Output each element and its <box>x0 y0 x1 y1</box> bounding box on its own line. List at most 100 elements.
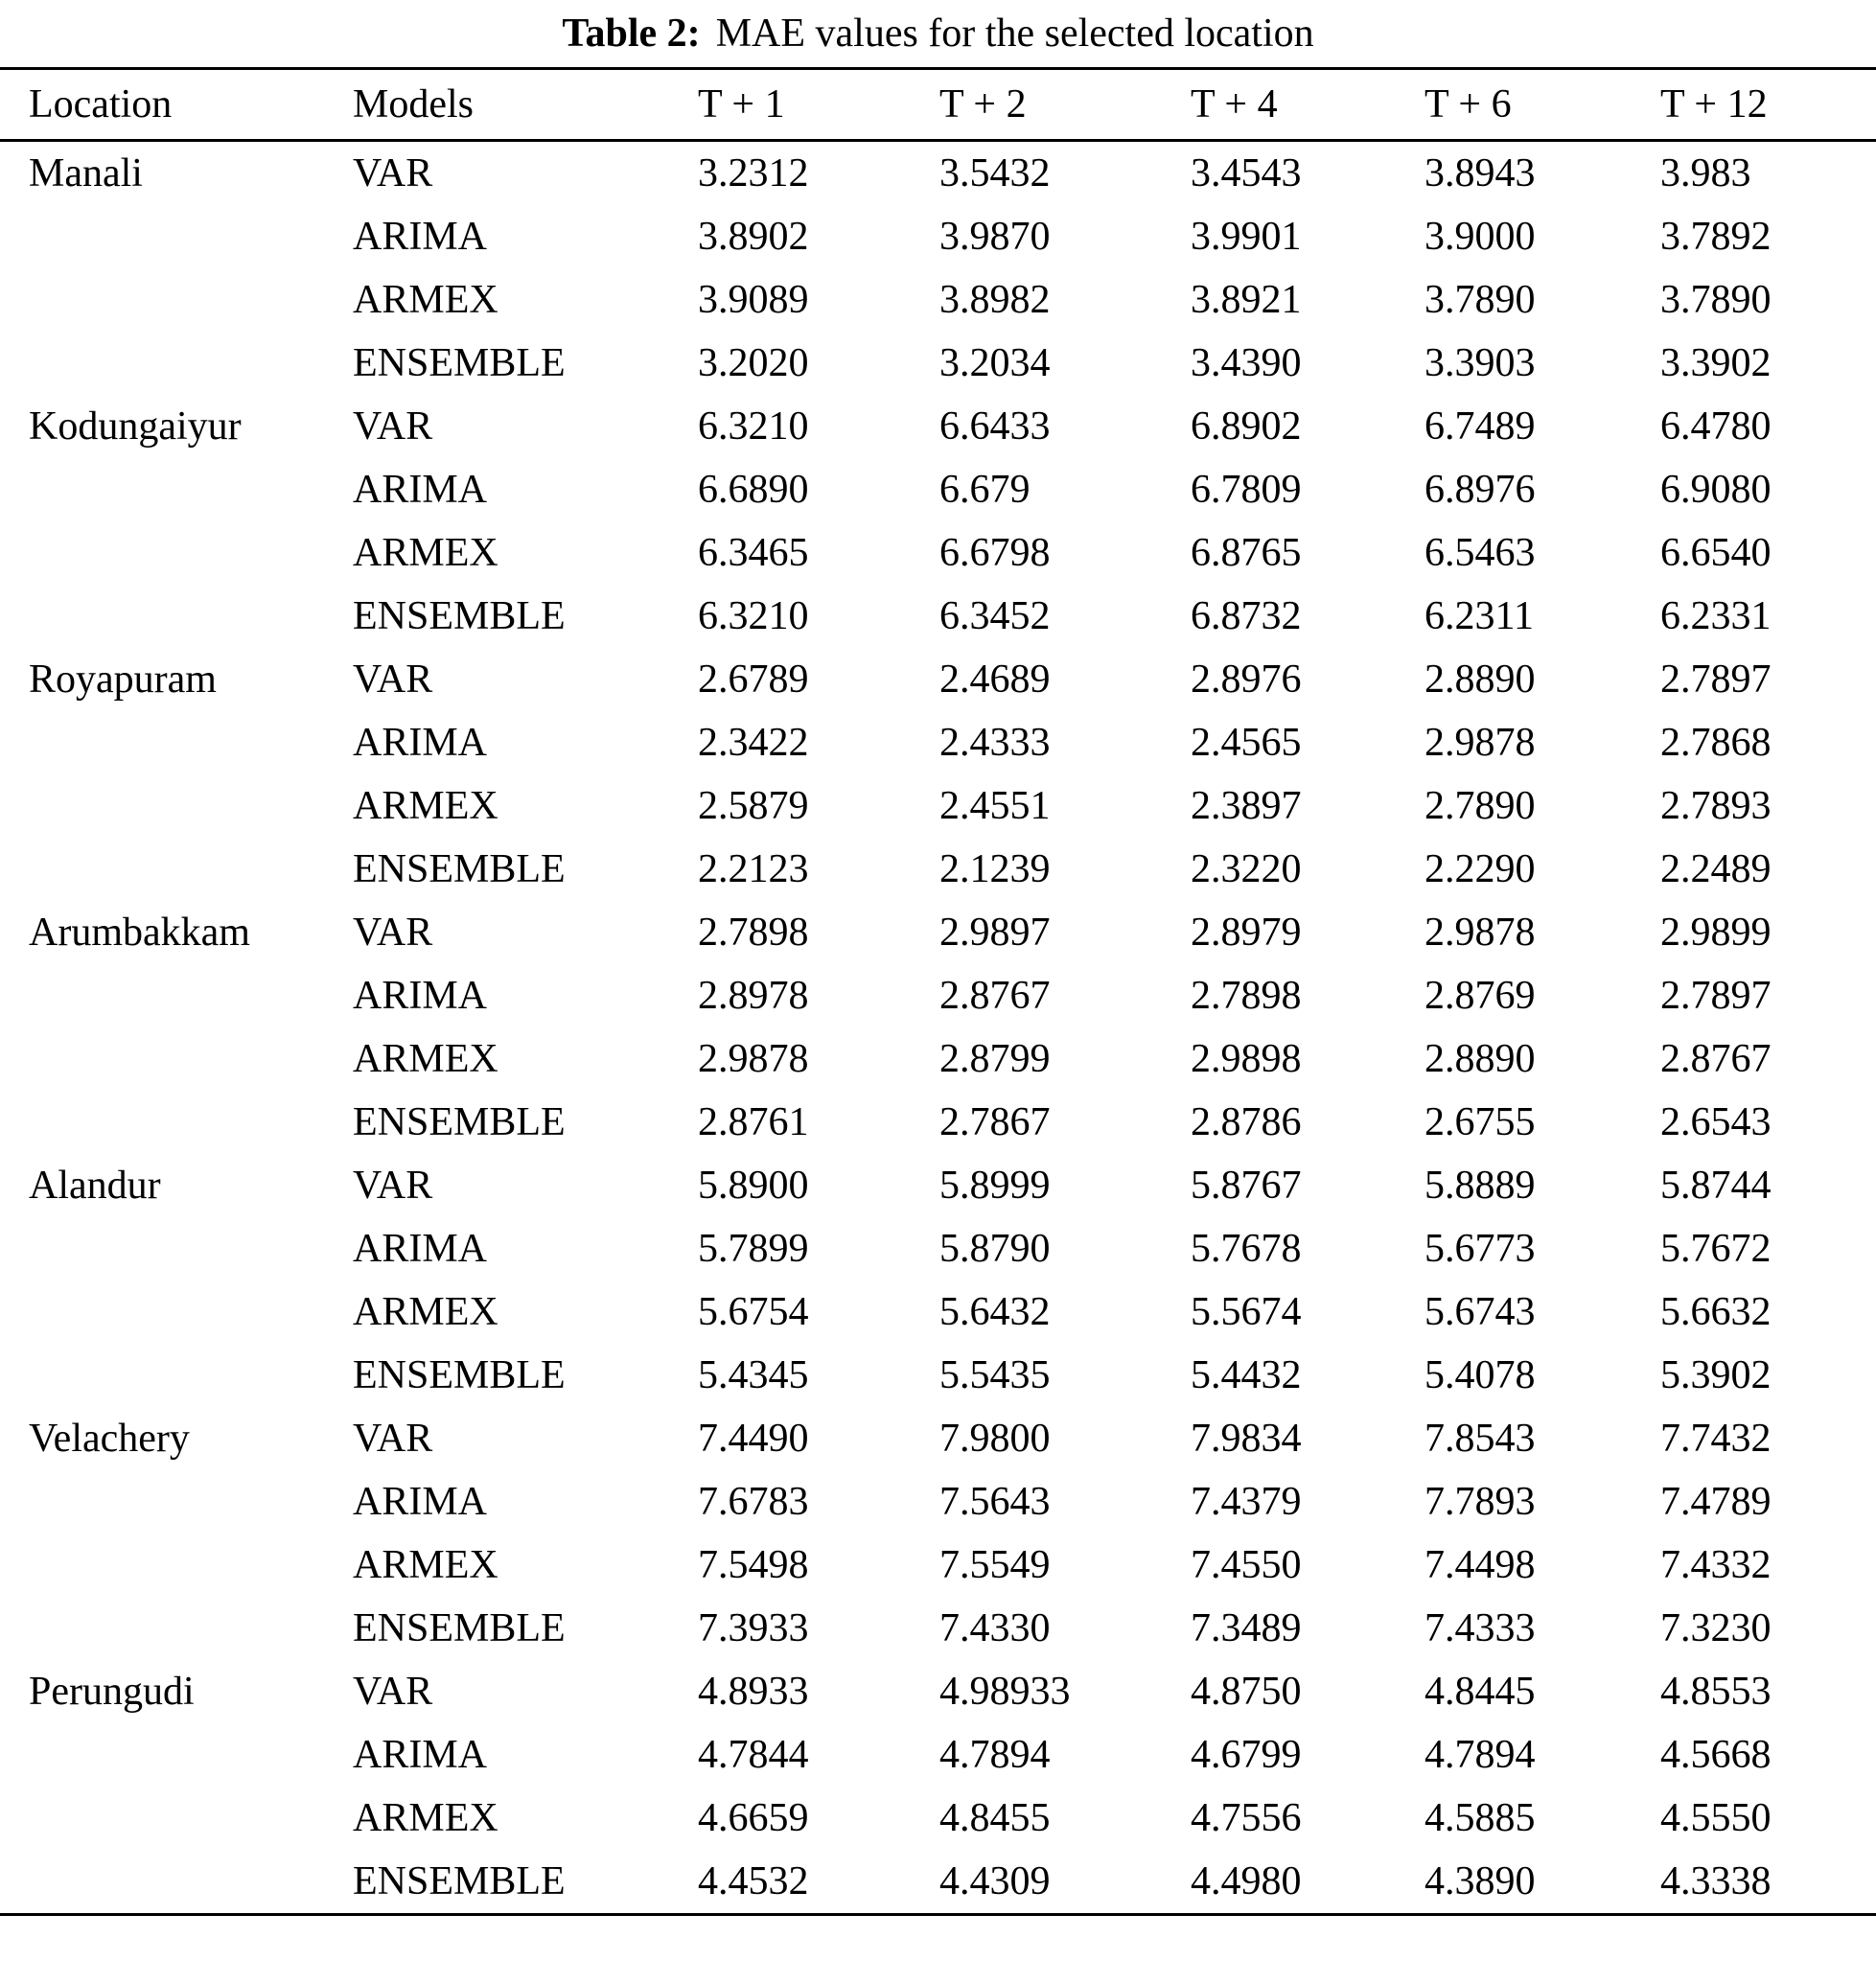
value-cell: 3.2312 <box>698 151 809 196</box>
model-cell: VAR <box>353 151 433 196</box>
model-cell: ARIMA <box>353 974 488 1019</box>
value-cell: 3.8921 <box>1191 278 1302 323</box>
value-cell: 4.8455 <box>939 1796 1051 1841</box>
value-cell: 2.9878 <box>1424 911 1536 956</box>
location-cell <box>0 1280 353 1344</box>
value-cell: 2.4333 <box>939 721 1051 766</box>
value-cell: 7.8543 <box>1424 1417 1536 1462</box>
value-cell: 4.8445 <box>1424 1670 1536 1715</box>
table-row: ARMEX 2.5879 2.4551 2.3897 2.7890 2.7893 <box>0 774 1876 838</box>
header-row: Location Models T + 1 T + 2 T + 4 T + 6 … <box>0 68 1876 141</box>
model-cell: ARIMA <box>353 1733 488 1778</box>
value-cell: 2.9878 <box>1424 721 1536 766</box>
value-cell: 3.5432 <box>939 151 1051 196</box>
col-header-models: Models <box>353 82 474 127</box>
value-cell: 2.7890 <box>1424 784 1536 829</box>
value-cell: 7.3489 <box>1191 1606 1302 1651</box>
value-cell: 2.7868 <box>1660 721 1772 766</box>
value-cell: 2.8976 <box>1191 658 1302 703</box>
table-row: Royapuram VAR 2.6789 2.4689 2.8976 2.8890 2.78… <box>0 648 1876 711</box>
table-row: ARIMA 2.8978 2.8767 2.7898 2.8769 2.7897 <box>0 964 1876 1027</box>
value-cell: 2.9897 <box>939 911 1051 956</box>
col-header-t6: T + 6 <box>1424 82 1512 127</box>
table-row: ARMEX 2.9878 2.8799 2.9898 2.8890 2.8767 <box>0 1027 1876 1091</box>
location-cell: Alandur <box>29 1164 161 1209</box>
value-cell: 4.6659 <box>698 1796 809 1841</box>
table-row: ENSEMBLE 2.2123 2.1239 2.3220 2.2290 2.2489 <box>0 838 1876 901</box>
value-cell: 2.3220 <box>1191 847 1302 892</box>
value-cell: 2.6543 <box>1660 1100 1772 1145</box>
table-row: ENSEMBLE 7.3933 7.4330 7.3489 7.4333 7.3230 <box>0 1597 1876 1660</box>
value-cell: 3.9089 <box>698 278 809 323</box>
table-row: ARIMA 4.7844 4.7894 4.6799 4.7894 4.5668 <box>0 1723 1876 1787</box>
model-cell: ARIMA <box>353 215 488 260</box>
value-cell: 6.6798 <box>939 531 1051 576</box>
model-cell: ARIMA <box>353 1227 488 1272</box>
value-cell: 7.4332 <box>1660 1543 1772 1588</box>
col-header-t1: T + 1 <box>698 82 785 127</box>
value-cell: 3.7890 <box>1660 278 1772 323</box>
value-cell: 6.3210 <box>698 404 809 450</box>
location-cell <box>0 1027 353 1091</box>
value-cell: 5.6773 <box>1424 1227 1536 1272</box>
table-row: ARIMA 6.6890 6.679 6.7809 6.8976 6.9080 <box>0 458 1876 521</box>
value-cell: 2.8799 <box>939 1037 1051 1082</box>
value-cell: 2.6755 <box>1424 1100 1536 1145</box>
value-cell: 5.7678 <box>1191 1227 1302 1272</box>
value-cell: 5.6743 <box>1424 1290 1536 1335</box>
value-cell: 4.7894 <box>1424 1733 1536 1778</box>
location-cell <box>0 1091 353 1154</box>
value-cell: 2.5879 <box>698 784 809 829</box>
value-cell: 5.8900 <box>698 1164 809 1209</box>
location-cell <box>0 1534 353 1597</box>
model-cell: ARIMA <box>353 721 488 766</box>
value-cell: 5.7899 <box>698 1227 809 1272</box>
value-cell: 3.4390 <box>1191 341 1302 386</box>
value-cell: 4.4532 <box>698 1859 809 1904</box>
value-cell: 6.3452 <box>939 594 1051 639</box>
value-cell: 4.3890 <box>1424 1859 1536 1904</box>
model-cell: ENSEMBLE <box>353 594 566 639</box>
value-cell: 3.983 <box>1660 151 1751 196</box>
value-cell: 6.8732 <box>1191 594 1302 639</box>
value-cell: 7.4550 <box>1191 1543 1302 1588</box>
value-cell: 3.7890 <box>1424 278 1536 323</box>
value-cell: 6.5463 <box>1424 531 1536 576</box>
location-cell <box>0 1850 353 1915</box>
value-cell: 6.8765 <box>1191 531 1302 576</box>
value-cell: 6.4780 <box>1660 404 1772 450</box>
value-cell: 7.3933 <box>698 1606 809 1651</box>
value-cell: 7.4330 <box>939 1606 1051 1651</box>
value-cell: 7.4333 <box>1424 1606 1536 1651</box>
value-cell: 7.5549 <box>939 1543 1051 1588</box>
value-cell: 7.4789 <box>1660 1480 1772 1525</box>
value-cell: 2.2290 <box>1424 847 1536 892</box>
table-row: ARMEX 6.3465 6.6798 6.8765 6.5463 6.6540 <box>0 521 1876 585</box>
value-cell: 6.3465 <box>698 531 809 576</box>
value-cell: 4.4309 <box>939 1859 1051 1904</box>
model-cell: VAR <box>353 1670 433 1715</box>
value-cell: 4.5550 <box>1660 1796 1772 1841</box>
model-cell: ARMEX <box>353 1543 498 1588</box>
value-cell: 5.5674 <box>1191 1290 1302 1335</box>
location-cell <box>0 205 353 268</box>
model-cell: ARMEX <box>353 278 498 323</box>
model-cell: ENSEMBLE <box>353 1100 566 1145</box>
value-cell: 2.8890 <box>1424 658 1536 703</box>
location-cell <box>0 268 353 332</box>
value-cell: 7.4498 <box>1424 1543 1536 1588</box>
value-cell: 4.4980 <box>1191 1859 1302 1904</box>
value-cell: 5.5435 <box>939 1353 1051 1398</box>
model-cell: ARIMA <box>353 1480 488 1525</box>
value-cell: 5.3902 <box>1660 1353 1772 1398</box>
value-cell: 2.4565 <box>1191 721 1302 766</box>
value-cell: 3.9870 <box>939 215 1051 260</box>
table-row: Alandur VAR 5.8900 5.8999 5.8767 5.8889 5.8744 <box>0 1154 1876 1217</box>
value-cell: 3.8943 <box>1424 151 1536 196</box>
value-cell: 7.5498 <box>698 1543 809 1588</box>
value-cell: 3.9901 <box>1191 215 1302 260</box>
value-cell: 2.7897 <box>1660 974 1772 1019</box>
value-cell: 3.2034 <box>939 341 1051 386</box>
value-cell: 6.6540 <box>1660 531 1772 576</box>
